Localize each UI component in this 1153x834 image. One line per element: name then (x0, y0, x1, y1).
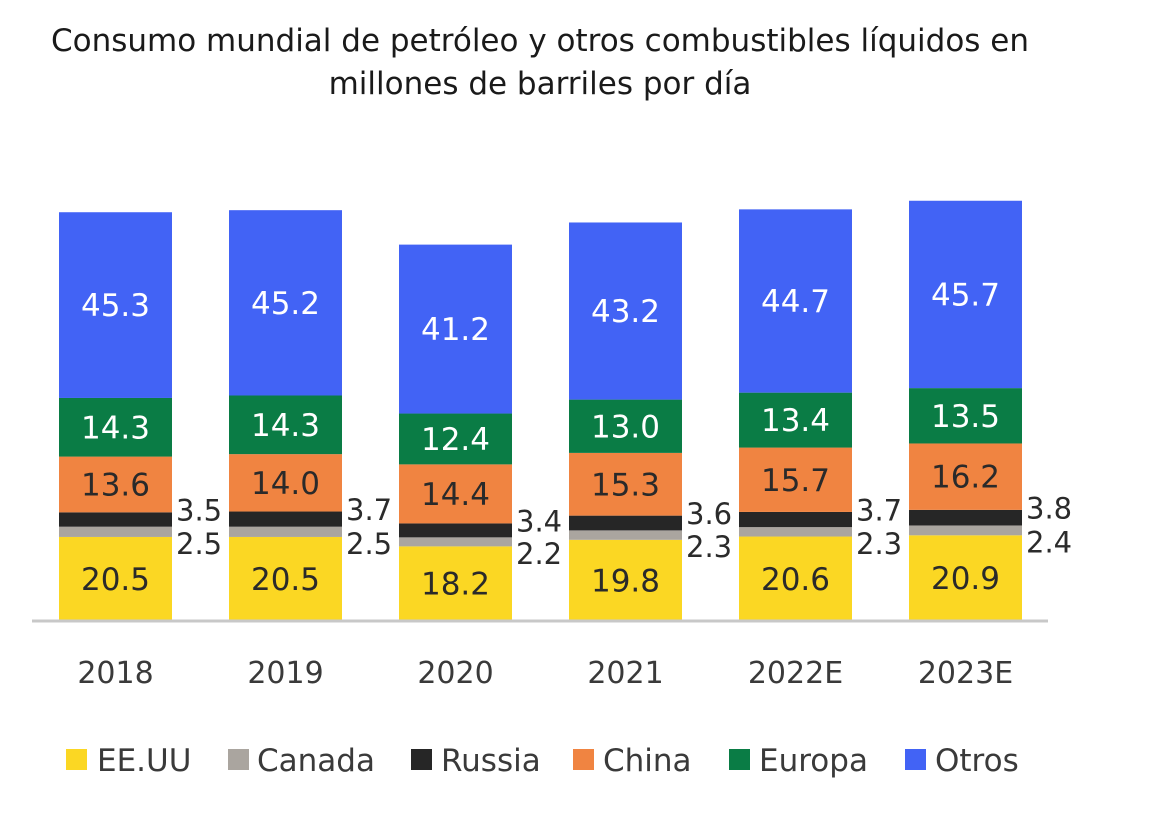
bar-ee-uu-2021 (569, 539, 682, 621)
label-russia-2022e: 3.7 (856, 494, 902, 528)
label-canada-2022e: 2.3 (856, 527, 902, 561)
bar-europa-2023e (909, 388, 1022, 444)
label-ee-uu-2018: 20.5 (81, 562, 150, 598)
label-otros-2018: 45.3 (81, 288, 150, 324)
label-ee-uu-2019: 20.5 (251, 562, 320, 598)
x-tick-2021: 2021 (587, 656, 663, 691)
legend-swatch-otros (905, 749, 926, 770)
label-russia-2019: 3.7 (346, 493, 392, 527)
bar-ee-uu-2022e (739, 536, 852, 621)
labels-layer: 20.513.614.345.33.52.520.514.014.345.23.… (81, 277, 1072, 602)
chart-title: Consumo mundial de petróleo y otros comb… (0, 20, 1080, 106)
label-russia-2018: 3.5 (176, 494, 222, 528)
legend-swatch-russia (411, 749, 432, 770)
label-europa-2023e: 13.5 (931, 399, 1000, 435)
label-russia-2023e: 3.8 (1026, 492, 1072, 526)
x-axis-ticks: 2018 2019 2020 2021 2022E 2023E (77, 656, 1013, 691)
bar-canada-2022e (739, 527, 852, 537)
bar-china-2021 (569, 452, 682, 516)
bar-russia-2018 (59, 512, 172, 527)
bar-otros-2019 (229, 210, 342, 396)
label-otros-2019: 45.2 (251, 286, 320, 322)
bar-canada-2021 (569, 530, 682, 540)
label-europa-2022e: 13.4 (761, 403, 830, 439)
bar-russia-2022e (739, 511, 852, 528)
bar-ee-uu-2023e (909, 535, 1022, 621)
label-europa-2018: 14.3 (81, 410, 150, 446)
x-tick-2018: 2018 (77, 656, 153, 691)
bar-china-2018 (59, 456, 172, 513)
legend-label-ee-uu: EE.UU (97, 743, 191, 779)
label-europa-2019: 14.3 (251, 408, 320, 444)
label-china-2018: 13.6 (81, 467, 150, 503)
legend: EE.UU Canada Russia China Europa Otros (66, 743, 1019, 779)
legend-label-canada: Canada (257, 743, 375, 779)
bar-russia-2021 (569, 515, 682, 531)
legend-swatch-china (573, 749, 594, 770)
bar-otros-2021 (569, 222, 682, 400)
bar-otros-2018 (59, 212, 172, 398)
label-ee-uu-2022e: 20.6 (761, 562, 830, 598)
bar-europa-2018 (59, 397, 172, 457)
bar-china-2020 (399, 464, 512, 524)
bar-canada-2023e (909, 525, 1022, 536)
label-canada-2018: 2.5 (176, 527, 222, 561)
label-china-2020: 14.4 (421, 477, 490, 513)
legend-label-otros: Otros (935, 743, 1019, 779)
x-tick-2022e: 2022E (748, 656, 843, 691)
bar-china-2022e (739, 447, 852, 512)
chart-title-line-1: Consumo mundial de petróleo y otros comb… (50, 23, 1030, 59)
label-otros-2022e: 44.7 (761, 284, 830, 320)
bar-canada-2020 (399, 537, 512, 547)
bars-layer (59, 200, 1022, 621)
label-canada-2023e: 2.4 (1026, 525, 1072, 559)
bar-europa-2020 (399, 413, 512, 465)
bar-otros-2020 (399, 244, 512, 414)
bar-europa-2021 (569, 399, 682, 453)
label-otros-2020: 41.2 (421, 312, 490, 348)
bar-russia-2023e (909, 509, 1022, 526)
bar-europa-2019 (229, 395, 342, 455)
label-ee-uu-2020: 18.2 (421, 567, 490, 603)
bar-otros-2023e (909, 200, 1022, 389)
label-russia-2020: 3.4 (516, 504, 562, 538)
label-ee-uu-2023e: 20.9 (931, 561, 1000, 597)
legend-label-russia: Russia (441, 743, 541, 779)
label-china-2022e: 15.7 (761, 463, 830, 499)
label-otros-2023e: 45.7 (931, 277, 1000, 313)
x-tick-2020: 2020 (417, 656, 493, 691)
label-china-2019: 14.0 (251, 466, 320, 502)
bar-russia-2019 (229, 511, 342, 527)
bar-ee-uu-2019 (229, 536, 342, 621)
x-tick-2019: 2019 (247, 656, 323, 691)
label-russia-2021: 3.6 (686, 497, 732, 531)
bar-otros-2022e (739, 209, 852, 393)
label-canada-2019: 2.5 (346, 527, 392, 561)
bar-canada-2019 (229, 526, 342, 537)
label-china-2021: 15.3 (591, 467, 660, 503)
chart-title-line-2: millones de barriles por día (328, 66, 752, 102)
legend-swatch-ee-uu (66, 749, 87, 770)
bar-ee-uu-2018 (59, 536, 172, 621)
label-canada-2020: 2.2 (516, 537, 562, 571)
label-otros-2021: 43.2 (591, 294, 660, 330)
label-canada-2021: 2.3 (686, 530, 732, 564)
legend-swatch-canada (228, 749, 249, 770)
label-ee-uu-2021: 19.8 (591, 563, 660, 599)
label-europa-2021: 13.0 (591, 409, 660, 445)
label-china-2023e: 16.2 (931, 460, 1000, 496)
legend-label-europa: Europa (759, 743, 868, 779)
label-europa-2020: 12.4 (421, 422, 490, 458)
bar-china-2023e (909, 443, 1022, 510)
bar-canada-2018 (59, 526, 172, 537)
bar-russia-2020 (399, 523, 512, 538)
bar-china-2019 (229, 454, 342, 512)
legend-swatch-europa (729, 749, 750, 770)
bar-europa-2022e (739, 392, 852, 448)
bar-ee-uu-2020 (399, 546, 512, 621)
legend-label-china: China (603, 743, 692, 779)
x-tick-2023e: 2023E (918, 656, 1013, 691)
